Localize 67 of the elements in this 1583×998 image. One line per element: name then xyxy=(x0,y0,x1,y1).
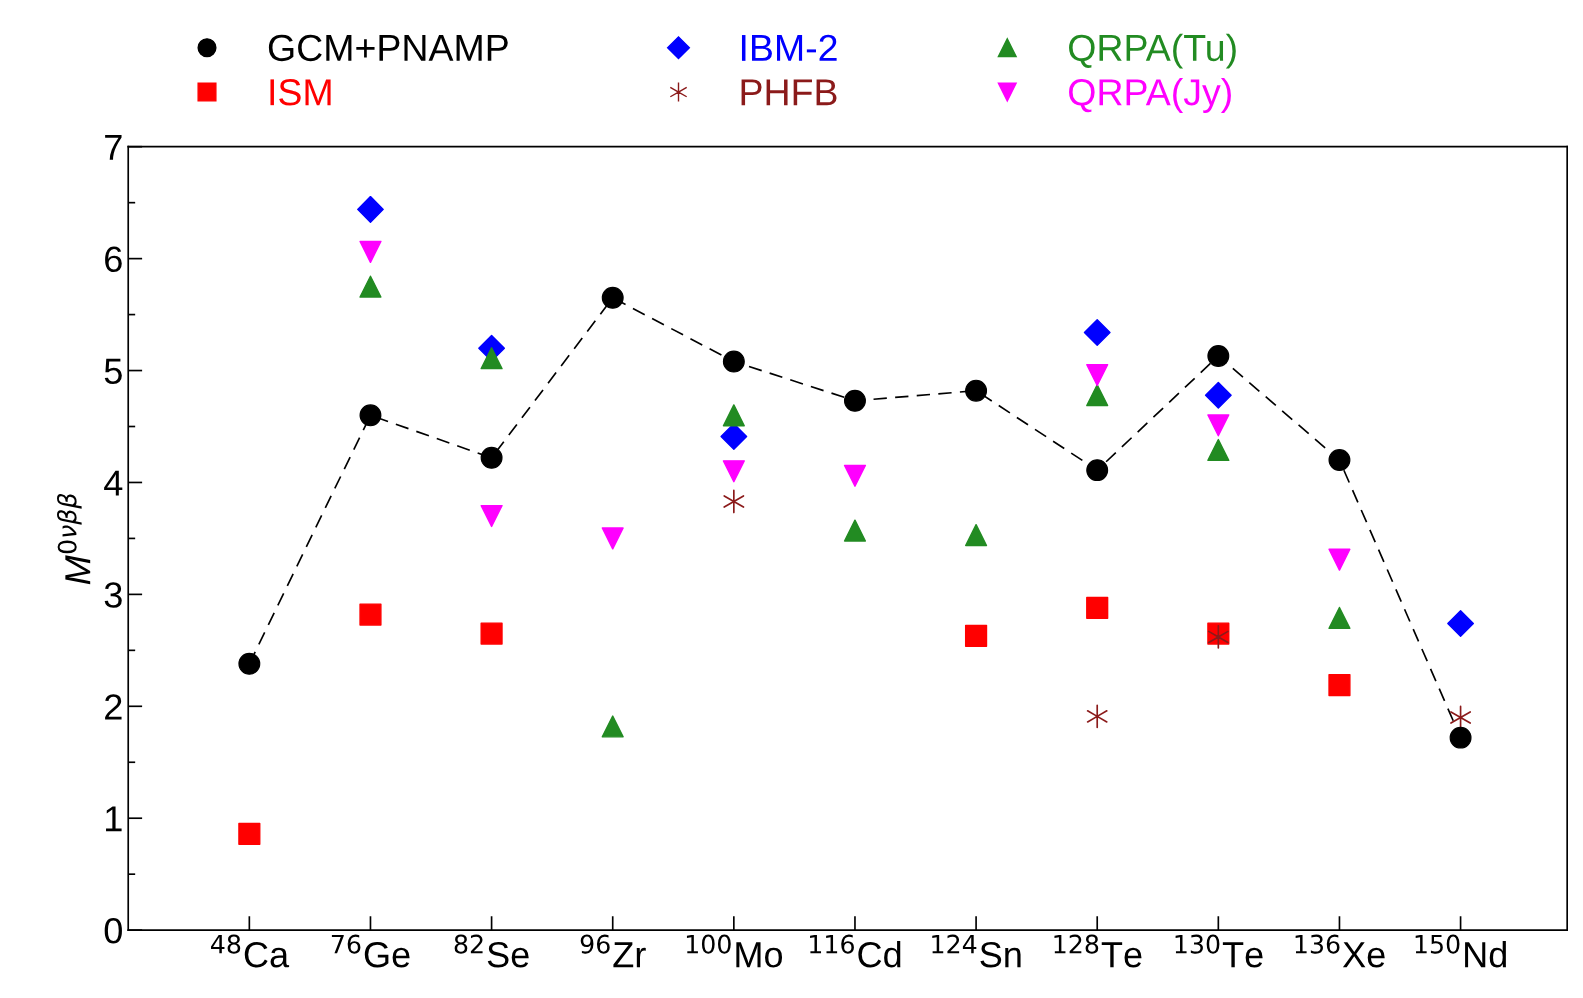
point xyxy=(1207,414,1230,437)
x-tick-label: $^{124}$Sn xyxy=(932,934,1021,968)
x-tick-label: $^{130}$Te xyxy=(1175,934,1263,968)
point xyxy=(1083,319,1111,346)
x-tick-label: $^{116}$Cd xyxy=(810,934,901,968)
point xyxy=(359,603,382,626)
legend-label: PHFB xyxy=(741,79,837,106)
point xyxy=(1204,381,1232,409)
y-tick-label: 7 xyxy=(105,134,122,160)
y-tick-label: 1 xyxy=(106,806,122,832)
legend-label: QRPA(Jy) xyxy=(1069,78,1231,113)
point xyxy=(1328,449,1351,472)
y-axis-title: M$^{0νββ}$ xyxy=(57,494,91,585)
point xyxy=(1207,438,1230,462)
x-tick-label: $^{100}$Mo xyxy=(686,934,783,968)
y-tick-label: 6 xyxy=(105,246,122,273)
point xyxy=(1449,726,1472,749)
point xyxy=(480,347,503,370)
point xyxy=(601,715,624,738)
point xyxy=(843,519,867,542)
point xyxy=(843,389,866,412)
point xyxy=(722,404,745,427)
point xyxy=(359,404,382,427)
x-tick-label: $^{76}$Ge xyxy=(331,934,410,968)
point xyxy=(601,286,624,309)
point xyxy=(359,275,382,298)
point xyxy=(1207,345,1230,367)
point xyxy=(964,523,988,547)
point xyxy=(357,195,384,223)
point xyxy=(359,240,382,264)
point xyxy=(1086,596,1109,619)
point xyxy=(601,527,624,550)
point xyxy=(1328,548,1351,571)
y-tick-label: 2 xyxy=(105,694,122,720)
x-tick-label: $^{150}$Nd xyxy=(1415,934,1506,968)
point xyxy=(1086,384,1109,407)
point xyxy=(965,379,988,402)
point xyxy=(238,652,261,675)
legend-label: QRPA(Tu) xyxy=(1069,33,1236,69)
legend-label: ISM xyxy=(270,78,331,106)
point xyxy=(480,504,503,528)
point xyxy=(964,624,988,647)
legend-label: GCM+PNAMP xyxy=(268,34,508,62)
y-tick-label: 4 xyxy=(104,470,123,496)
point xyxy=(1086,363,1109,387)
x-tick-label: $^{96}$Zr xyxy=(580,934,646,968)
point xyxy=(1328,606,1351,629)
point xyxy=(843,464,867,487)
point xyxy=(720,423,748,451)
y-tick-label: 3 xyxy=(104,582,122,608)
x-tick-label: $^{48}$Ca xyxy=(211,934,290,968)
point xyxy=(1328,673,1351,697)
x-tick-label: $^{136}$Xe xyxy=(1295,934,1385,968)
x-tick-label: $^{82}$Se xyxy=(454,934,529,968)
point xyxy=(722,460,745,483)
y-tick-label: 0 xyxy=(104,918,122,944)
point xyxy=(238,822,261,845)
point xyxy=(722,350,745,373)
point xyxy=(1086,459,1109,482)
x-tick-label: $^{128}$Te xyxy=(1054,934,1142,968)
point xyxy=(723,489,745,514)
point xyxy=(1447,610,1475,637)
point xyxy=(480,446,503,469)
y-tick-label: 5 xyxy=(104,358,122,384)
point xyxy=(1086,704,1108,729)
legend-label: IBM-2 xyxy=(741,34,837,61)
point xyxy=(480,622,503,645)
